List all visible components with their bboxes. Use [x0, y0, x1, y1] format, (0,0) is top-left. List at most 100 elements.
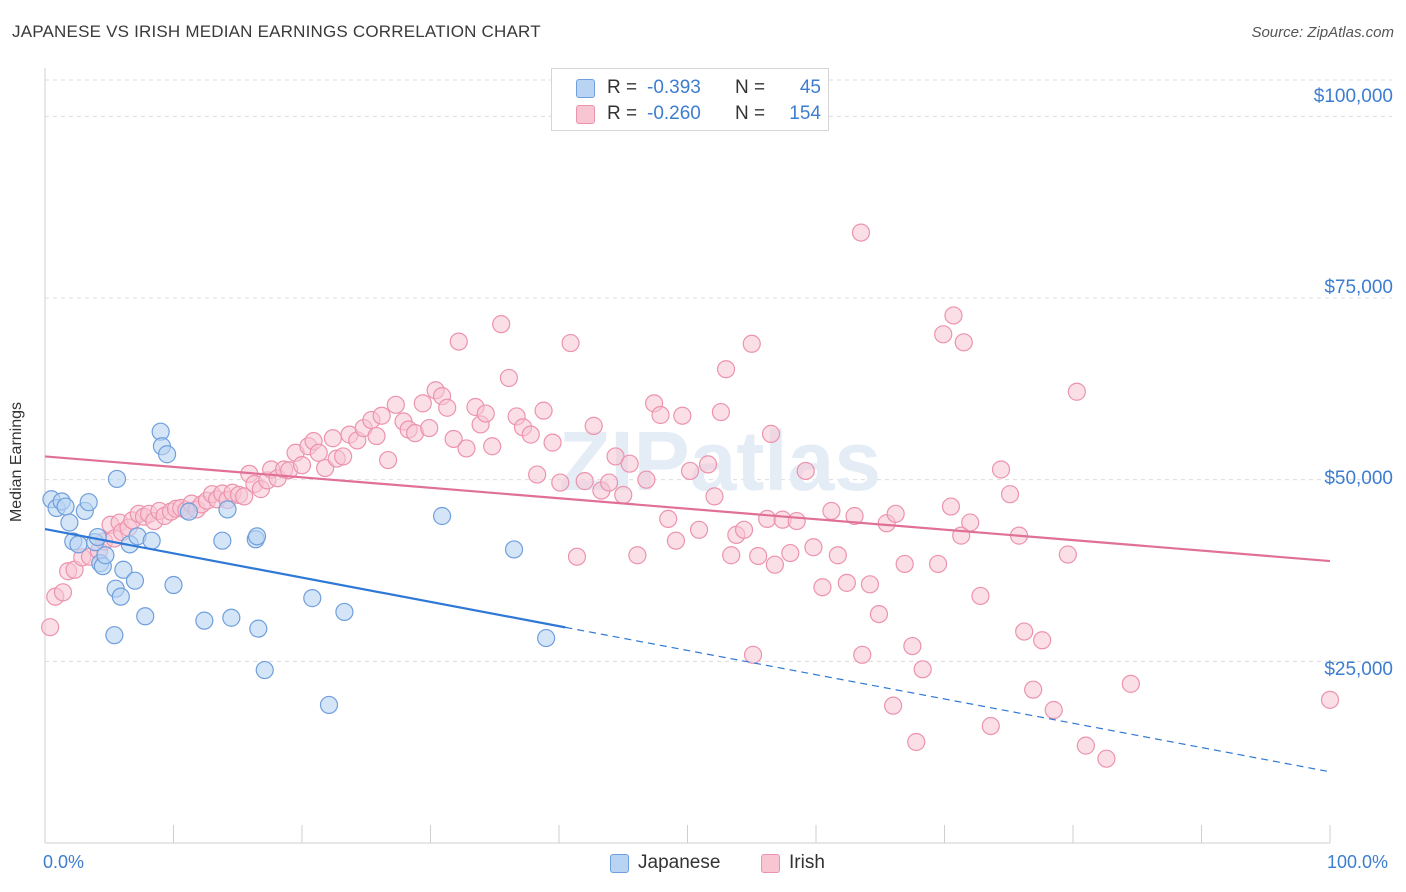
- irish-point: [606, 447, 625, 466]
- irish-point: [637, 470, 656, 489]
- irish-point: [528, 465, 547, 484]
- irish-point: [1097, 749, 1116, 768]
- irish-point: [883, 696, 903, 715]
- legend-label-japanese: Japanese: [638, 852, 721, 873]
- irish-point: [235, 487, 254, 506]
- irish-point: [903, 636, 922, 656]
- irish-point: [372, 406, 391, 425]
- irish-point: [41, 618, 60, 637]
- japanese-trend-line: [44, 527, 566, 629]
- irish-point: [886, 504, 905, 523]
- japanese-point: [213, 531, 232, 550]
- y-tick-label: $25,000: [1324, 659, 1393, 680]
- irish-point: [869, 604, 889, 624]
- y-tick-label: $50,000: [1324, 468, 1393, 489]
- irish-point: [1067, 382, 1086, 401]
- irish-point: [981, 716, 1000, 736]
- japanese-point: [255, 660, 274, 680]
- legend-row-irish: R = -0.260 N = 154: [576, 102, 821, 126]
- irish-point: [781, 543, 800, 563]
- irish-point: [895, 554, 914, 574]
- irish-point: [449, 332, 468, 351]
- japanese-point: [96, 546, 115, 565]
- japanese-point: [125, 571, 145, 590]
- irish-point: [680, 461, 700, 481]
- irish-point: [954, 333, 973, 352]
- irish-point: [1320, 690, 1340, 709]
- japanese-point: [303, 589, 322, 608]
- chart-title: JAPANESE VS IRISH MEDIAN EARNINGS CORREL…: [12, 22, 541, 41]
- japanese-point: [136, 607, 155, 626]
- irish-point: [1033, 631, 1052, 650]
- irish-point: [600, 473, 619, 492]
- irish-point: [551, 473, 570, 492]
- irish-point: [991, 460, 1011, 479]
- irish-point: [934, 325, 953, 344]
- irish-point: [420, 418, 439, 438]
- japanese-point: [142, 531, 161, 550]
- japanese-point: [504, 540, 524, 559]
- japanese-point: [105, 626, 124, 645]
- irish-point: [575, 472, 594, 491]
- irish-point: [1015, 622, 1034, 641]
- x-tick-label-max: 100.0%: [1327, 852, 1389, 872]
- y-tick-label: $100,000: [1313, 86, 1393, 107]
- irish-point: [1044, 700, 1063, 720]
- irish-point: [457, 439, 476, 458]
- japanese-point: [432, 506, 452, 526]
- japanese-points: [42, 422, 556, 715]
- irish-point: [666, 531, 686, 550]
- irish-point: [1058, 545, 1077, 564]
- r-label: R =: [607, 77, 638, 98]
- bottom-legend-irish: Irish: [761, 852, 825, 874]
- irish-point: [1024, 680, 1043, 699]
- n-value: 45: [799, 77, 821, 98]
- irish-point: [845, 506, 864, 526]
- irish-point: [758, 509, 777, 529]
- irish-point: [734, 520, 754, 539]
- irish-point: [378, 450, 398, 470]
- n-label: N =: [735, 77, 766, 98]
- irish-point: [476, 404, 495, 423]
- japanese-point: [222, 608, 241, 627]
- irish-point: [323, 429, 342, 448]
- bottom-legend-japanese: Japanese: [610, 852, 720, 874]
- r-label: R =: [607, 103, 638, 124]
- irish-swatch: [576, 104, 595, 124]
- irish-point: [534, 401, 553, 420]
- irish-point: [796, 461, 815, 481]
- irish-point: [971, 586, 990, 606]
- irish-point: [761, 424, 781, 443]
- japanese-point: [79, 493, 98, 512]
- irish-point: [386, 395, 405, 414]
- irish-point: [860, 575, 880, 594]
- irish-point: [804, 538, 823, 557]
- irish-point: [765, 555, 784, 574]
- japanese-swatch: [576, 78, 595, 98]
- japanese-trend-extension: [565, 626, 1331, 773]
- r-value: -0.393: [647, 77, 701, 98]
- irish-point: [716, 360, 736, 379]
- japanese-point: [157, 445, 177, 464]
- trend-lines: [44, 455, 1331, 773]
- irish-trend-line: [44, 455, 1331, 563]
- irish-point: [543, 433, 562, 452]
- irish-point: [961, 513, 980, 532]
- irish-point: [743, 645, 763, 664]
- irish-point: [499, 368, 518, 388]
- irish-point: [787, 511, 806, 531]
- japanese-point: [537, 628, 556, 648]
- japanese-point: [335, 602, 354, 622]
- irish-point: [722, 546, 741, 565]
- irish-point: [1000, 485, 1020, 504]
- irish-point: [567, 547, 587, 566]
- irish-point: [620, 454, 639, 473]
- irish-point: [813, 578, 832, 597]
- japanese-point: [69, 535, 88, 554]
- japanese-point: [114, 560, 133, 579]
- irish-swatch: [761, 853, 780, 873]
- irish-point: [309, 443, 328, 462]
- japanese-point: [56, 497, 75, 516]
- r-value: -0.260: [647, 103, 701, 124]
